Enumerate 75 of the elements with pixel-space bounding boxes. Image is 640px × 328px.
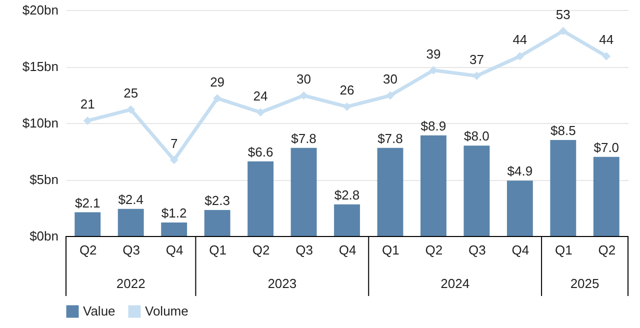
data-label: 39 bbox=[426, 46, 441, 62]
x-tick-label: Q1 bbox=[554, 242, 572, 258]
bar bbox=[593, 156, 620, 236]
data-label: 21 bbox=[80, 96, 95, 112]
point bbox=[472, 72, 481, 80]
point bbox=[256, 108, 265, 117]
y-tick-label: $0bn bbox=[30, 228, 58, 244]
data-label: $4.9 bbox=[507, 164, 533, 179]
y-tick-label: $5bn bbox=[30, 172, 58, 187]
point bbox=[386, 91, 394, 100]
point bbox=[558, 26, 568, 36]
text: 2025 bbox=[570, 276, 600, 291]
data-label: $8.9 bbox=[420, 118, 446, 134]
x-tick-label: Q3 bbox=[296, 242, 313, 258]
point bbox=[300, 91, 308, 100]
data-label: $2.4 bbox=[118, 192, 144, 207]
data-label: $7.0 bbox=[594, 140, 620, 155]
bar bbox=[290, 148, 317, 236]
data-label: 26 bbox=[340, 82, 354, 98]
point bbox=[83, 116, 92, 125]
x-tick-label: Q1 bbox=[382, 242, 400, 258]
point bbox=[213, 94, 222, 102]
data-label: $2.8 bbox=[334, 187, 360, 202]
x-tick-label: Q2 bbox=[425, 242, 443, 258]
point bbox=[516, 52, 524, 60]
data-label: 53 bbox=[556, 7, 570, 22]
point bbox=[126, 105, 136, 114]
data-label: $2.1 bbox=[74, 195, 100, 210]
bar bbox=[118, 208, 144, 236]
text: 2023 bbox=[268, 276, 297, 291]
point bbox=[170, 156, 178, 164]
data-label: $6.6 bbox=[248, 144, 274, 160]
x-tick-label: Q4 bbox=[166, 242, 184, 258]
legend-label: Value bbox=[83, 304, 116, 319]
y-tick-label: $15bn bbox=[22, 59, 58, 74]
data-label: 37 bbox=[469, 52, 484, 67]
bar bbox=[377, 148, 404, 236]
data-label: 30 bbox=[296, 72, 312, 86]
data-label: $7.8 bbox=[291, 130, 316, 146]
data-label: $8.5 bbox=[550, 122, 576, 138]
bar bbox=[506, 180, 533, 236]
x-tick-label: Q3 bbox=[122, 242, 140, 258]
legend-label: Volume bbox=[145, 304, 188, 319]
data-label: 30 bbox=[382, 72, 398, 86]
bar bbox=[248, 161, 274, 236]
data-label: 44 bbox=[599, 32, 614, 48]
data-label: $8.0 bbox=[464, 128, 490, 144]
data-label: 7 bbox=[170, 136, 178, 151]
bar bbox=[204, 210, 230, 236]
data-label: $7.8 bbox=[378, 130, 403, 146]
x-tick-label: Q4 bbox=[338, 242, 356, 258]
point bbox=[342, 102, 352, 111]
bar bbox=[550, 140, 576, 236]
bar bbox=[74, 212, 101, 236]
data-label: $1.2 bbox=[161, 205, 187, 220]
x-tick-label: Q3 bbox=[468, 242, 486, 258]
data-label: 44 bbox=[512, 32, 528, 48]
text: 2024 bbox=[440, 276, 470, 291]
data-label: $2.3 bbox=[204, 193, 230, 208]
bar bbox=[161, 222, 188, 236]
text: 2022 bbox=[116, 276, 146, 291]
x-tick-label: Q2 bbox=[598, 242, 616, 258]
bar bbox=[464, 146, 490, 236]
point bbox=[602, 52, 611, 60]
y-tick-label: $10bn bbox=[22, 116, 58, 130]
bar bbox=[420, 135, 446, 236]
data-label: 29 bbox=[210, 74, 225, 90]
x-tick-label: Q1 bbox=[209, 242, 226, 258]
x-tick-label: Q4 bbox=[512, 242, 530, 258]
bar bbox=[334, 204, 360, 236]
x-tick-label: Q2 bbox=[252, 242, 270, 258]
data-label: 24 bbox=[253, 88, 268, 104]
data-label: 25 bbox=[124, 86, 138, 101]
x-tick-label: Q2 bbox=[79, 242, 97, 258]
y-tick-label: $20bn bbox=[22, 2, 58, 18]
